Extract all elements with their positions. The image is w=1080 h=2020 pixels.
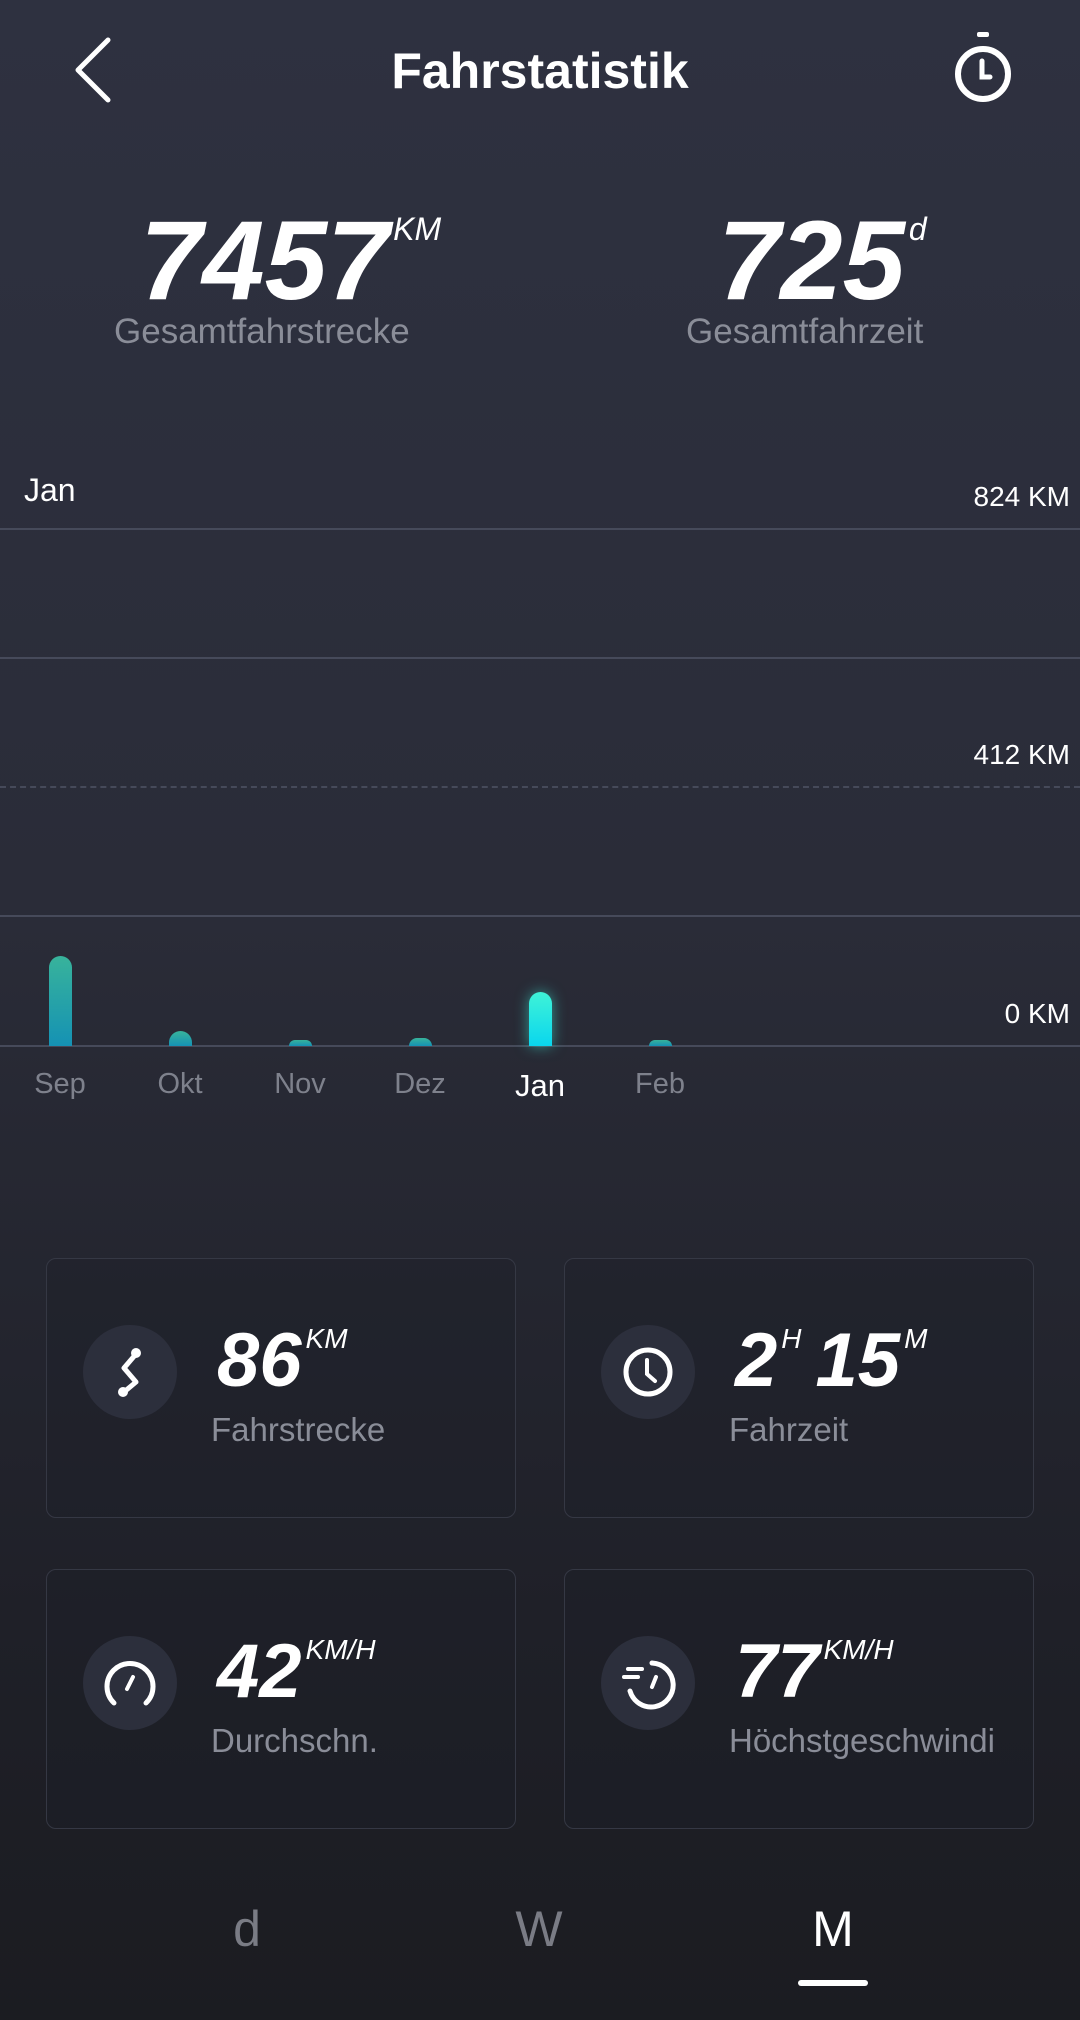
- x-tick-label[interactable]: Nov: [274, 1068, 326, 1100]
- stat-label: Fahrstrecke: [211, 1411, 386, 1448]
- stat-value-group: 86 KM: [217, 1323, 348, 1399]
- stopwatch-icon[interactable]: [950, 30, 1016, 106]
- active-tab-indicator: [798, 1980, 868, 1986]
- y-tick-zero: 0 KM: [1004, 998, 1070, 1029]
- stat-unit-minutes: M: [904, 1323, 928, 1354]
- bar-feb[interactable]: [648, 1040, 672, 1046]
- stat-label: Fahrzeit: [729, 1411, 849, 1448]
- gridline-dashed: [0, 786, 1080, 788]
- total-time-unit: d: [908, 211, 927, 247]
- x-tick-label[interactable]: Sep: [34, 1068, 86, 1100]
- stat-value: 2: [735, 1318, 778, 1403]
- stat-value: 42: [217, 1629, 302, 1714]
- stat-label: Höchstgeschwindi: [729, 1722, 995, 1759]
- stat-unit: KM/H: [823, 1634, 894, 1665]
- gridline: [0, 657, 1080, 659]
- y-tick-mid: 412 KM: [973, 739, 1071, 770]
- route-icon: [83, 1325, 177, 1419]
- total-distance-label: Gesamtfahrstrecke: [114, 312, 410, 351]
- stat-value-group: 42 KM/H: [217, 1634, 376, 1710]
- bar-nov[interactable]: [288, 1040, 312, 1046]
- gridline: [0, 915, 1080, 917]
- stat-value-minutes: 15: [815, 1318, 901, 1403]
- y-tick-max: 824 KM: [973, 481, 1071, 512]
- x-tick-label[interactable]: Dez: [394, 1068, 446, 1100]
- tab-day[interactable]: d: [233, 1901, 261, 1957]
- total-time-label: Gesamtfahrzeit: [686, 312, 924, 351]
- tab-week[interactable]: W: [515, 1901, 563, 1957]
- stat-unit: KM/H: [305, 1634, 376, 1665]
- back-chevron-icon[interactable]: [70, 34, 120, 106]
- speedometer-icon: [83, 1636, 177, 1730]
- x-tick-label[interactable]: Feb: [635, 1068, 685, 1100]
- total-distance-value: 7457: [140, 198, 390, 323]
- stat-value: 77: [735, 1629, 820, 1714]
- gridline: [0, 528, 1080, 530]
- selected-month-label: Jan: [24, 472, 76, 508]
- stat-label: Durchschn.: [211, 1722, 378, 1759]
- bar-jan[interactable]: [528, 992, 552, 1046]
- stat-unit: H: [781, 1323, 802, 1354]
- total-distance: 7457 KM: [140, 205, 441, 317]
- total-time: 725 d: [718, 205, 927, 317]
- stat-card-höchstgeschwindi[interactable]: 77 KM/H Höchstgeschwindi: [564, 1569, 1034, 1829]
- bar-dez[interactable]: [408, 1037, 432, 1046]
- x-tick-label[interactable]: Jan: [515, 1068, 565, 1103]
- stat-unit: KM: [305, 1323, 348, 1354]
- clock-icon: [601, 1325, 695, 1419]
- x-tick-label[interactable]: Okt: [157, 1068, 203, 1100]
- stat-value-group: 77 KM/H: [735, 1634, 894, 1710]
- stat-value: 86: [217, 1318, 302, 1403]
- baseline: [0, 1045, 1080, 1047]
- stat-card-fahrzeit[interactable]: 2 H 15 M Fahrzeit: [564, 1258, 1034, 1518]
- stat-card-fahrstrecke[interactable]: 86 KM Fahrstrecke: [46, 1258, 516, 1518]
- total-distance-unit: KM: [393, 211, 442, 247]
- max-speed-icon: [601, 1636, 695, 1730]
- page-title: Fahrstatistik: [391, 43, 689, 99]
- bar-okt[interactable]: [168, 1030, 192, 1046]
- total-time-value: 725: [718, 198, 905, 323]
- tab-month[interactable]: M: [812, 1901, 854, 1957]
- bar-sep[interactable]: [48, 956, 72, 1046]
- stat-card-durchschn[interactable]: 42 KM/H Durchschn.: [46, 1569, 516, 1829]
- stat-value-group: 2 H 15 M: [735, 1323, 927, 1399]
